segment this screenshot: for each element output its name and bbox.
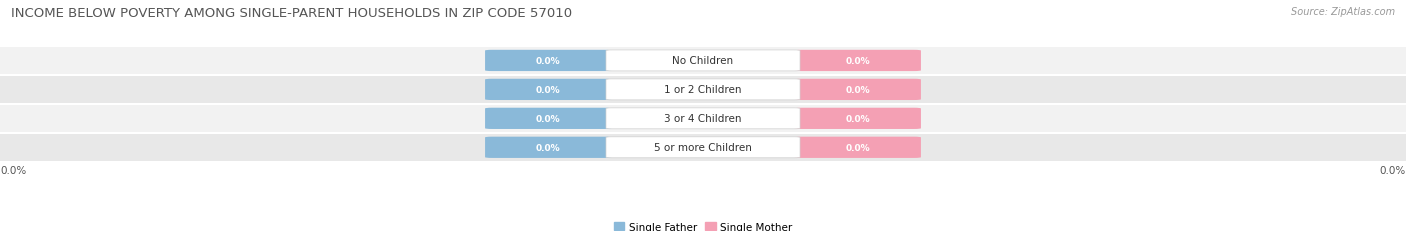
FancyBboxPatch shape: [485, 51, 612, 72]
Text: 0.0%: 0.0%: [845, 143, 870, 152]
Text: 0.0%: 0.0%: [0, 166, 27, 176]
Text: Source: ZipAtlas.com: Source: ZipAtlas.com: [1291, 7, 1395, 17]
Text: 1 or 2 Children: 1 or 2 Children: [664, 85, 742, 95]
Text: 0.0%: 0.0%: [845, 57, 870, 66]
FancyBboxPatch shape: [0, 76, 1406, 104]
FancyBboxPatch shape: [0, 105, 1406, 133]
FancyBboxPatch shape: [606, 79, 800, 100]
Text: No Children: No Children: [672, 56, 734, 66]
Text: 5 or more Children: 5 or more Children: [654, 143, 752, 153]
FancyBboxPatch shape: [485, 79, 612, 100]
Legend: Single Father, Single Mother: Single Father, Single Mother: [610, 218, 796, 231]
FancyBboxPatch shape: [0, 48, 1406, 75]
Text: 0.0%: 0.0%: [536, 114, 561, 123]
Text: 3 or 4 Children: 3 or 4 Children: [664, 114, 742, 124]
FancyBboxPatch shape: [606, 108, 800, 129]
Text: INCOME BELOW POVERTY AMONG SINGLE-PARENT HOUSEHOLDS IN ZIP CODE 57010: INCOME BELOW POVERTY AMONG SINGLE-PARENT…: [11, 7, 572, 20]
Text: 0.0%: 0.0%: [845, 114, 870, 123]
FancyBboxPatch shape: [606, 137, 800, 158]
FancyBboxPatch shape: [794, 51, 921, 72]
Text: 0.0%: 0.0%: [536, 57, 561, 66]
Text: 0.0%: 0.0%: [1379, 166, 1406, 176]
Text: 0.0%: 0.0%: [536, 85, 561, 94]
FancyBboxPatch shape: [606, 51, 800, 72]
FancyBboxPatch shape: [794, 108, 921, 129]
Text: 0.0%: 0.0%: [536, 143, 561, 152]
Text: 0.0%: 0.0%: [845, 85, 870, 94]
FancyBboxPatch shape: [0, 134, 1406, 161]
FancyBboxPatch shape: [485, 137, 612, 158]
FancyBboxPatch shape: [794, 137, 921, 158]
FancyBboxPatch shape: [485, 108, 612, 129]
FancyBboxPatch shape: [794, 79, 921, 100]
